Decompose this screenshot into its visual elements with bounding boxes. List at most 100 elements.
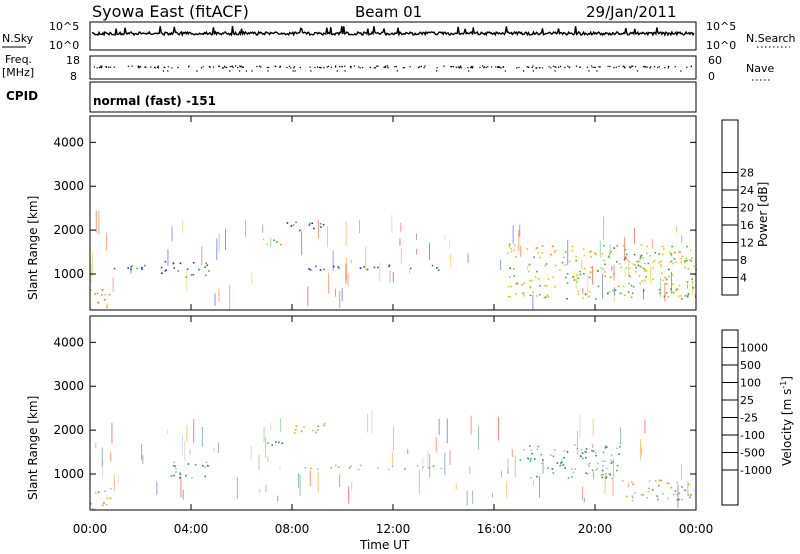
velocity-cell [571, 476, 573, 478]
velocity-streak [507, 458, 509, 471]
nave-dot [536, 67, 538, 69]
power-cell [164, 260, 167, 263]
power-cell [627, 291, 630, 293]
power-streak [270, 237, 272, 248]
power-cell [436, 267, 438, 269]
velocity-streak [507, 468, 509, 474]
power-streak [328, 272, 330, 294]
power-cell [566, 273, 569, 275]
power-cell [337, 266, 339, 268]
nave-dot [690, 65, 692, 67]
velocity-streak [514, 455, 516, 478]
power-streak [347, 272, 349, 287]
velocity-cell [316, 429, 319, 431]
power-streak [687, 284, 688, 289]
velocity-cell [432, 465, 435, 467]
velocity-cell [683, 489, 686, 491]
nave-dot [350, 67, 352, 69]
nave-dot [575, 65, 578, 67]
velocity-cell [589, 462, 591, 465]
power-streak [218, 288, 220, 302]
velocity-cell [550, 454, 552, 456]
velocity-cell [572, 471, 575, 474]
velocity-streak [299, 474, 301, 496]
power-cell [547, 278, 550, 280]
power-streak [409, 269, 411, 274]
power-cell [686, 281, 689, 283]
power-streak [602, 274, 603, 299]
velocity-streak [213, 447, 215, 452]
power-streak [527, 266, 528, 271]
power-cell [680, 261, 682, 263]
velocity-colorbar-title: Velocity [m s-1] [779, 376, 794, 466]
power-streak [599, 240, 601, 258]
velocity-cell [281, 442, 284, 445]
power-cell [690, 260, 692, 262]
power-cell [639, 257, 642, 260]
velocity-streak [259, 489, 261, 494]
power-cell [637, 260, 640, 263]
velocity-cell [540, 462, 543, 465]
power-cell [590, 255, 592, 258]
power-cell [660, 260, 662, 263]
power-cell [534, 275, 537, 278]
power-cell [529, 294, 532, 297]
nave-dot [113, 66, 115, 68]
nave-dot [294, 70, 296, 72]
power-cell [186, 268, 189, 270]
power-cell [538, 293, 541, 296]
nave-dot [396, 70, 399, 72]
velocity-cell [658, 479, 661, 482]
power-cell [276, 241, 278, 243]
power-cell [660, 263, 662, 266]
power-cell [552, 276, 554, 279]
velocity-cell [690, 494, 692, 496]
power-cell [513, 249, 515, 251]
power-cell [579, 270, 581, 273]
velocity-cell [591, 444, 594, 446]
power-cell [208, 270, 210, 272]
velocity-streak [265, 484, 267, 492]
velocity-cell [567, 477, 570, 479]
velocity-streak [95, 442, 97, 449]
velocity-cell [303, 426, 305, 428]
power-cell [104, 293, 106, 296]
power-cell [554, 264, 557, 267]
power-cell [533, 256, 535, 258]
power-streak [182, 220, 184, 233]
nave-dot [109, 66, 112, 69]
nave-dot [167, 66, 169, 68]
velocity-streak [280, 418, 282, 432]
velocity-cell [304, 467, 307, 469]
velocity-cell [323, 424, 325, 427]
power-cell [639, 255, 642, 258]
nave-dot [642, 66, 645, 68]
nave-dot [552, 65, 555, 68]
power-cell [658, 253, 660, 255]
velocity-cell [604, 447, 607, 449]
nave-dot [326, 66, 328, 68]
power-cell [636, 260, 638, 263]
nave-dot [586, 66, 589, 69]
power-cell [659, 292, 661, 294]
velocity-streak [407, 448, 409, 454]
power-cell [437, 269, 440, 272]
power-cell [204, 266, 206, 268]
velocity-streak [236, 476, 238, 500]
power-cell [541, 252, 544, 254]
power-cell [366, 268, 369, 271]
velocity-cell [530, 449, 532, 452]
power-streak [512, 225, 514, 244]
power-ylabel: Slant Range [km] [26, 196, 40, 300]
power-cell [554, 249, 557, 252]
velocity-streak [640, 439, 641, 461]
nave-dot [591, 65, 593, 67]
velocity-cell [631, 499, 634, 502]
power-cell [522, 292, 525, 295]
velocity-streak [265, 436, 267, 458]
power-cell [539, 285, 541, 287]
velocity-cell [687, 483, 690, 486]
power-cell [639, 265, 642, 268]
power-cell [177, 270, 179, 272]
power-streak [450, 255, 452, 260]
